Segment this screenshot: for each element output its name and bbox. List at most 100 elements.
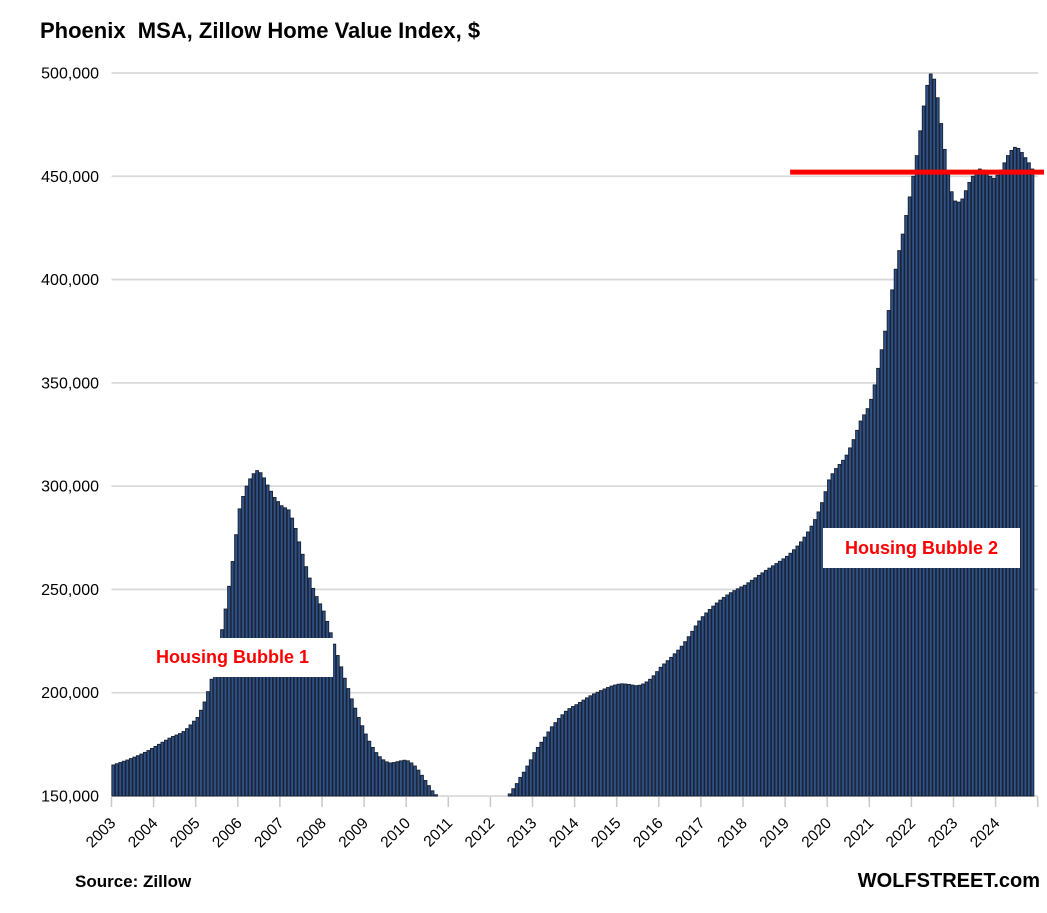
monthly-bar — [777, 560, 782, 797]
y-axis-label: 400,000 — [41, 272, 99, 289]
monthly-bar — [314, 596, 319, 797]
monthly-bar — [1020, 152, 1024, 797]
monthly-bar — [588, 695, 593, 797]
monthly-bar — [430, 790, 435, 797]
monthly-bar — [767, 567, 772, 797]
monthly-bar — [602, 688, 607, 797]
monthly-bar — [546, 731, 551, 797]
x-axis-label: 2012 — [462, 815, 498, 851]
monthly-bar — [518, 776, 523, 797]
monthly-bar — [749, 579, 754, 797]
monthly-bar — [714, 602, 719, 797]
monthly-bar — [844, 454, 849, 797]
monthly-bar — [725, 594, 730, 797]
monthly-bar — [753, 577, 758, 797]
monthly-bar — [139, 753, 144, 797]
monthly-bar — [406, 760, 410, 797]
monthly-bar — [763, 569, 768, 797]
monthly-bar — [679, 645, 684, 797]
monthly-bar — [995, 174, 1000, 797]
monthly-bar — [307, 577, 312, 797]
monthly-bar — [700, 616, 705, 797]
monthly-bar — [399, 760, 403, 797]
monthly-bar — [876, 367, 880, 797]
monthly-bar — [960, 198, 965, 797]
monthly-bar — [935, 97, 940, 797]
monthly-bar — [830, 473, 835, 797]
monthly-bar — [802, 536, 807, 797]
monthly-bar — [202, 701, 207, 797]
monthly-bar — [118, 762, 123, 797]
monthly-bar — [311, 587, 316, 797]
monthly-bar — [360, 725, 365, 797]
monthly-bar — [363, 733, 368, 797]
monthly-bar — [595, 691, 600, 797]
monthly-bar — [1002, 162, 1007, 797]
monthly-bar — [911, 175, 916, 797]
monthly-bar — [262, 477, 266, 797]
monthly-bar — [774, 563, 779, 797]
monthly-bar — [1027, 162, 1031, 797]
monthly-bar — [192, 720, 196, 797]
monthly-bar — [370, 746, 375, 797]
monthly-bar — [381, 759, 386, 797]
monthly-bar — [171, 736, 175, 797]
monthly-bar — [248, 478, 252, 797]
x-axis-label: 2013 — [504, 815, 540, 851]
monthly-bar — [609, 685, 614, 797]
monthly-bar — [820, 502, 824, 797]
chart-title: Phoenix MSA, Zillow Home Value Index, $ — [40, 18, 481, 43]
monthly-bar — [806, 531, 810, 797]
monthly-bar — [223, 608, 228, 797]
monthly-bar — [967, 182, 972, 797]
monthly-bar — [616, 683, 621, 797]
monthly-bar — [613, 684, 617, 797]
monthly-bar — [837, 463, 842, 797]
monthly-bar — [434, 794, 438, 797]
monthly-bar — [321, 610, 326, 797]
monthly-bar — [535, 746, 540, 797]
monthly-bar — [560, 714, 565, 797]
monthly-bar — [539, 741, 544, 797]
monthly-bar — [195, 717, 200, 797]
monthly-bar — [746, 582, 751, 797]
monthly-bar — [563, 710, 568, 797]
monthly-bar — [556, 718, 561, 797]
monthly-bar — [374, 752, 379, 797]
monthly-bar — [781, 558, 786, 797]
monthly-bar — [209, 678, 214, 797]
monthly-bar — [128, 758, 133, 797]
monthly-bar — [760, 572, 765, 797]
monthly-bar — [946, 173, 951, 797]
monthly-bar — [549, 726, 554, 797]
x-axis-label: 2007 — [251, 815, 287, 851]
monthly-bar — [662, 663, 666, 797]
monthly-bar — [693, 625, 698, 797]
monthly-bar — [304, 566, 309, 797]
monthly-bar — [644, 681, 649, 797]
x-axis-label: 2011 — [421, 815, 457, 851]
monthly-bar — [1013, 146, 1017, 797]
monthly-bar — [132, 756, 137, 797]
monthly-bar — [542, 736, 547, 797]
monthly-bar — [686, 636, 691, 797]
monthly-bar — [156, 743, 161, 797]
monthly-bar — [795, 545, 800, 797]
source-note: Source: Zillow — [75, 872, 192, 891]
monthly-bar — [251, 473, 256, 797]
monthly-bar — [1030, 168, 1035, 797]
monthly-bar — [872, 384, 877, 797]
monthly-bar — [525, 765, 530, 797]
monthly-bar — [697, 620, 702, 797]
monthly-bar — [865, 408, 870, 797]
monthly-bar — [514, 783, 519, 797]
monthly-bar — [676, 649, 680, 797]
monthly-bar — [581, 699, 586, 797]
monthly-bar — [991, 177, 996, 797]
monthly-bar — [984, 172, 989, 797]
monthly-bar — [577, 701, 582, 797]
monthly-bar — [199, 709, 203, 797]
monthly-bar — [784, 555, 789, 797]
monthly-bar — [528, 759, 533, 797]
